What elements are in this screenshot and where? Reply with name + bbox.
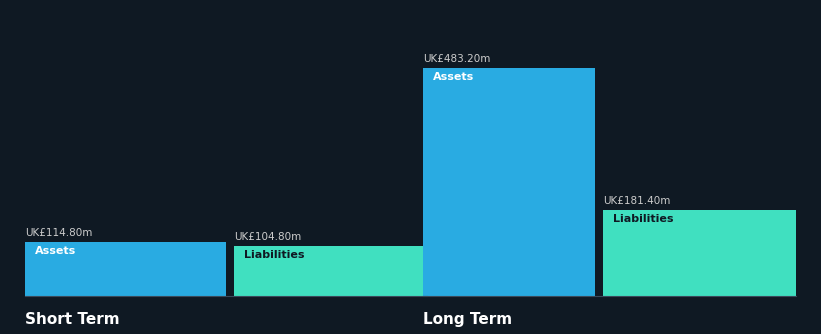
Text: UK£181.40m: UK£181.40m xyxy=(603,196,671,206)
Text: Long Term: Long Term xyxy=(423,312,512,327)
Text: Liabilities: Liabilities xyxy=(613,214,674,224)
Bar xyxy=(25,241,226,296)
Text: Assets: Assets xyxy=(34,245,76,256)
Bar xyxy=(423,68,595,296)
Bar xyxy=(234,246,427,296)
Text: Liabilities: Liabilities xyxy=(244,250,305,260)
Text: Short Term: Short Term xyxy=(25,312,119,327)
Text: Assets: Assets xyxy=(433,72,474,82)
Bar xyxy=(603,210,796,296)
Text: UK£104.80m: UK£104.80m xyxy=(234,232,301,242)
Text: UK£483.20m: UK£483.20m xyxy=(423,54,490,64)
Text: UK£114.80m: UK£114.80m xyxy=(25,228,92,237)
